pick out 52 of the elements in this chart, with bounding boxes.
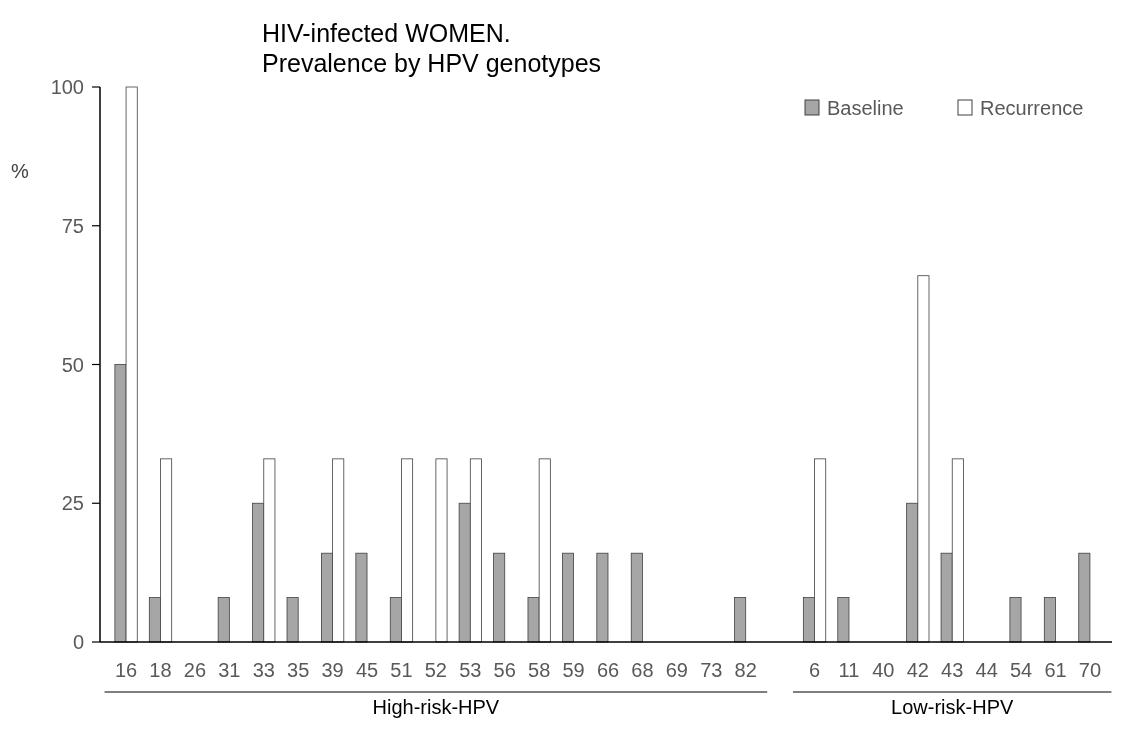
chart-title: HIV-infected WOMEN. Prevalence by HPV genotypes bbox=[262, 19, 602, 77]
bar bbox=[596, 552, 609, 643]
x-tick-label: 51 bbox=[390, 659, 413, 681]
x-tick-label: 44 bbox=[975, 659, 998, 681]
x-tick-label: 11 bbox=[838, 659, 860, 681]
x-tick-label: 69 bbox=[665, 659, 688, 681]
x-tick-label: 45 bbox=[355, 659, 379, 681]
x-tick-label: 40 bbox=[872, 659, 895, 681]
x-tick-label: 42 bbox=[906, 659, 929, 681]
y-tick-label: 0 bbox=[72, 631, 84, 653]
bar bbox=[1043, 597, 1056, 643]
text: Low-risk-HPV bbox=[891, 696, 1015, 718]
y-axis-title: % bbox=[11, 160, 30, 182]
bar bbox=[493, 552, 506, 643]
x-tick-label: 56 bbox=[493, 659, 516, 681]
bar bbox=[286, 597, 299, 643]
x-tick-label: 58 bbox=[528, 659, 551, 681]
bar bbox=[630, 552, 643, 643]
x-tick-label: 52 bbox=[424, 659, 448, 681]
bar bbox=[561, 552, 574, 643]
y-tick-label: 25 bbox=[61, 492, 84, 515]
x-tick-label: 18 bbox=[149, 659, 172, 681]
x-tick-label: 66 bbox=[596, 659, 620, 681]
x-tick-label: 68 bbox=[631, 659, 654, 681]
legend-label: Baseline bbox=[827, 97, 904, 119]
x-tick-label: 31 bbox=[218, 659, 241, 681]
y-tick-label: 100 bbox=[50, 76, 84, 98]
y-tick-label: 75 bbox=[61, 214, 84, 237]
x-tick-label: 82 bbox=[734, 659, 757, 681]
x-tick-label: 73 bbox=[700, 659, 723, 681]
bar bbox=[217, 597, 230, 643]
x-tick-label: 6 bbox=[808, 659, 821, 681]
x-tick-label: 54 bbox=[1009, 659, 1033, 681]
text: High-risk-HPV bbox=[372, 696, 500, 718]
x-tick-label: 39 bbox=[321, 659, 344, 681]
x-tick-label: 26 bbox=[183, 659, 207, 681]
y-tick-label: 50 bbox=[61, 353, 84, 376]
x-tick-label: 33 bbox=[252, 659, 275, 681]
x-tick-label: 43 bbox=[941, 659, 964, 681]
x-tick-label: 16 bbox=[114, 659, 138, 681]
x-tick-label: 59 bbox=[562, 659, 585, 681]
bar bbox=[1078, 552, 1091, 643]
legend-label: Recurrence bbox=[980, 97, 1084, 119]
bar bbox=[355, 552, 368, 643]
x-tick-label: 35 bbox=[287, 659, 310, 681]
bar bbox=[837, 597, 850, 643]
x-tick-label: 61 bbox=[1044, 659, 1067, 681]
x-tick-label: 53 bbox=[459, 659, 482, 681]
bar bbox=[1009, 597, 1022, 643]
bar bbox=[435, 458, 448, 643]
x-tick-label: 70 bbox=[1078, 659, 1102, 681]
bar bbox=[734, 597, 747, 643]
